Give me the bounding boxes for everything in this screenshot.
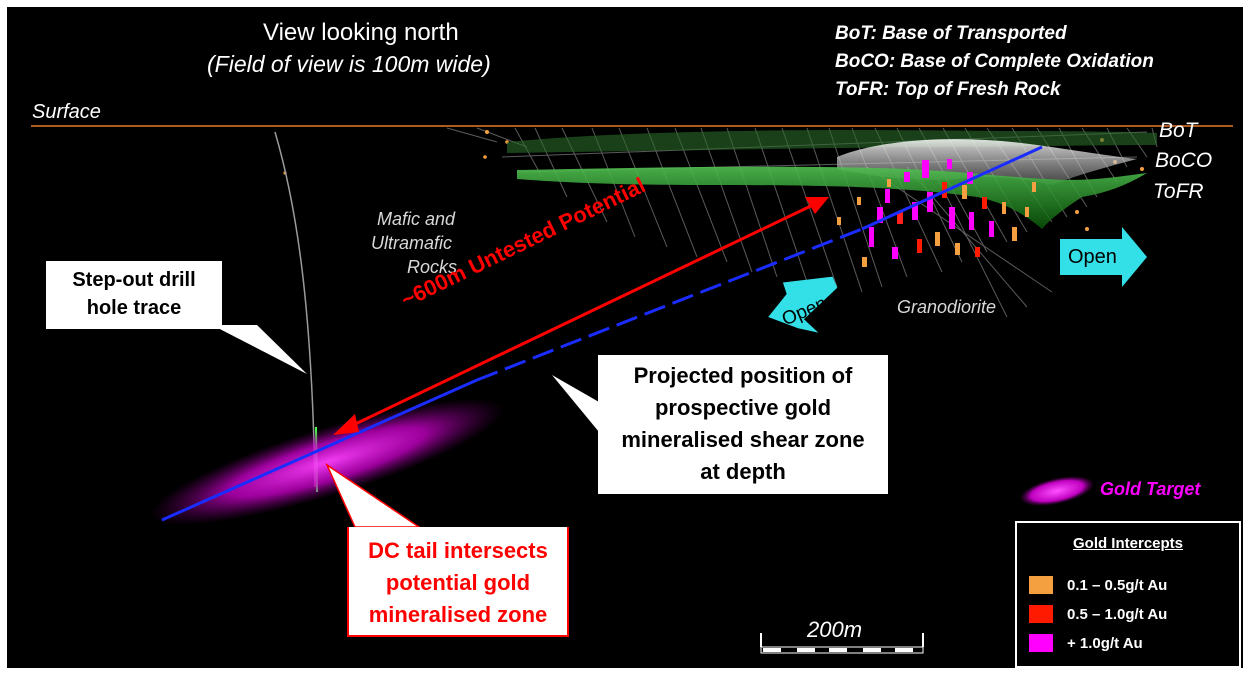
rock-label-mafic-2: Ultramafic (371, 233, 453, 253)
rock-label-granodiorite: Granodiorite (897, 297, 997, 317)
bot-horizon-surface (507, 130, 1157, 153)
shear-zone-shallow-segment (861, 145, 1043, 231)
horizon-label-boco: BoCO (1155, 149, 1213, 172)
diagram-panel: View looking north (Field of view is 100… (7, 7, 1243, 668)
projected-callout-line-2: prospective gold (654, 395, 832, 420)
open-arrow-left-shape (768, 276, 838, 333)
definition-boco: BoCO: Base of Complete Oxidation (835, 51, 1154, 72)
step-out-callout-box: Step-out drill hole trace (46, 261, 222, 329)
projected-callout-line-3: mineralised shear zone (621, 427, 865, 452)
tofr-horizon-surface (517, 166, 1147, 229)
legend-item: 0.1 – 0.5g/t Au (1029, 575, 1167, 595)
step-out-callout-line-2: hole trace (86, 297, 182, 319)
surface-label: Surface (32, 101, 101, 123)
step-out-callout-pointer (212, 325, 307, 374)
gold-target-label: Gold Target (1100, 479, 1201, 499)
projected-callout-line-4: at depth (700, 459, 786, 484)
scale-bar (760, 633, 924, 654)
diagram-subtitle: (Field of view is 100m wide) (207, 51, 491, 77)
legend-item: 0.5 – 1.0g/t Au (1029, 604, 1167, 624)
diagram-title: View looking north (263, 19, 459, 46)
legend-swatch-low (1029, 576, 1053, 594)
legend-label-high: + 1.0g/t Au (1067, 634, 1143, 652)
gold-target-blob (149, 398, 505, 526)
projected-callout-line-1: Projected position of (633, 363, 853, 388)
open-label-right: Open (1068, 246, 1117, 268)
step-out-callout-line-1: Step-out drill (72, 269, 196, 291)
rock-label-mafic-3: Rocks (407, 257, 458, 277)
legend-label-mid: 0.5 – 1.0g/t Au (1067, 605, 1168, 623)
open-arrow-right-shape (1060, 227, 1147, 287)
shear-zone-dashed-segment (476, 227, 863, 382)
legend-swatch-high (1029, 634, 1053, 652)
dc-tail-callout-box: DC tail intersects potential gold minera… (347, 527, 569, 637)
step-out-drill-hole-trace (274, 131, 316, 488)
rock-label-mafic-1: Mafic and (377, 209, 456, 229)
horizon-label-bot: BoT (1159, 119, 1198, 142)
legend-swatch-mid (1029, 605, 1053, 623)
untested-potential-arrow-shaft (346, 202, 816, 430)
horizon-label-tofr: ToFR (1153, 180, 1204, 203)
legend-item: + 1.0g/t Au (1029, 633, 1143, 653)
gold-intercepts-legend: Gold Intercepts 0.1 – 0.5g/t Au 0.5 – 1.… (1015, 521, 1241, 668)
projected-callout-pointer (552, 375, 599, 432)
untested-arrow-head-lower (333, 414, 359, 435)
scale-bar-label: 200m (807, 617, 863, 642)
dc-tail-callout-line-1: DC tail intersects (368, 538, 548, 563)
intercept-cluster (837, 159, 1036, 267)
gold-target-legend-blob (1019, 476, 1095, 506)
definition-bot: BoT: Base of Transported (835, 23, 1067, 44)
legend-label-low: 0.1 – 0.5g/t Au (1067, 576, 1168, 594)
shear-zone-solid-segment (161, 378, 478, 522)
dc-tail-callout-line-3: mineralised zone (368, 602, 548, 627)
cross-section-scene (31, 125, 1233, 654)
dc-tail-callout-line-2: potential gold (385, 570, 531, 595)
untested-arrow-head-upper (805, 197, 829, 214)
projected-callout-box: Projected position of prospective gold m… (598, 355, 888, 494)
legend-title: Gold Intercepts (1072, 535, 1184, 552)
definition-tofr: ToFR: Top of Fresh Rock (835, 79, 1061, 100)
